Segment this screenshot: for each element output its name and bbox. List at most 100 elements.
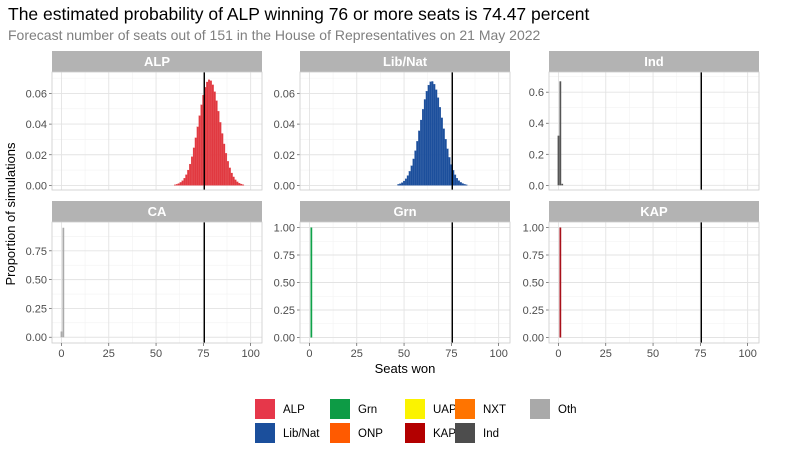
series-bars <box>174 79 245 186</box>
plot-background <box>300 72 510 190</box>
x-tick-label: 25 <box>351 348 363 360</box>
legend-label: NXT <box>483 404 506 416</box>
bar <box>208 79 210 186</box>
bar <box>200 104 203 186</box>
legend: ALP Lib/Nat Grn ONP UAP KAP NXT Ind Oth <box>255 399 577 443</box>
series-bars <box>60 227 65 338</box>
legend-swatch <box>255 423 275 443</box>
bar <box>404 178 407 186</box>
legend-swatch <box>330 399 350 419</box>
y-tick-label: 0.0 <box>529 180 544 192</box>
bar <box>444 139 447 186</box>
bar <box>181 180 184 186</box>
plot-background <box>52 222 262 343</box>
strip-label: ALP <box>144 54 170 69</box>
x-tick-label: 25 <box>600 348 612 360</box>
bar <box>191 156 193 186</box>
y-tick-label: 0.02 <box>26 150 47 162</box>
x-tick-label: 50 <box>398 348 410 360</box>
strip-background <box>52 51 262 72</box>
x-axis-title: Seats won <box>375 361 436 376</box>
x-tick-label: 75 <box>197 348 209 360</box>
x-tick-label: 0 <box>58 348 64 360</box>
bar <box>399 183 402 186</box>
bar <box>431 81 434 186</box>
strip-background <box>300 201 510 222</box>
legend-label: Grn <box>358 404 377 416</box>
legend-label: ONP <box>358 428 383 440</box>
bar <box>465 184 468 186</box>
legend-swatch <box>255 399 275 419</box>
y-tick-label: 0.6 <box>529 87 544 99</box>
bar <box>446 148 449 186</box>
bar <box>60 331 63 338</box>
y-tick-label: 0.25 <box>523 305 544 317</box>
bar <box>418 130 421 186</box>
legend-item-ind: Ind <box>455 423 499 443</box>
bar <box>448 157 451 186</box>
y-tick-label: 0.04 <box>26 119 47 131</box>
bar <box>226 161 229 186</box>
strip-label: Ind <box>644 54 664 69</box>
bar <box>412 158 415 186</box>
legend-item-grn: Grn <box>330 399 377 419</box>
panel-alp: ALP 0.00 0.02 0.04 0.06 <box>26 51 263 192</box>
bar <box>410 165 413 186</box>
y-tick-label: 1.00 <box>523 223 544 235</box>
panel-kap: KAP 0.00 0.25 0.50 0.75 1.00 0 25 50 75 100 <box>523 201 760 360</box>
legend-item-alp: ALP <box>255 399 305 419</box>
bar <box>401 182 404 186</box>
y-tick-label: 0.75 <box>523 250 544 262</box>
bar <box>435 89 438 186</box>
bar <box>179 182 182 186</box>
strip-label: Grn <box>393 204 416 219</box>
bar <box>230 172 233 186</box>
y-tick-label: 0.25 <box>26 303 47 315</box>
bar <box>240 183 243 186</box>
bar <box>437 97 440 186</box>
y-tick-label: 0.75 <box>274 250 295 262</box>
y-tick-label: 0.00 <box>523 333 544 345</box>
legend-label: ALP <box>283 404 305 416</box>
bar <box>310 227 313 338</box>
bar <box>433 84 436 186</box>
bar <box>557 135 560 186</box>
strip-background <box>300 51 510 72</box>
legend-swatch <box>405 423 425 443</box>
bar <box>236 181 239 186</box>
legend-swatch <box>530 399 550 419</box>
panel-border <box>299 221 511 344</box>
bar <box>242 184 245 186</box>
x-tick-label: 75 <box>694 348 706 360</box>
bar <box>194 137 197 186</box>
bar <box>397 184 400 186</box>
panel-ca: CA 0.00 0.25 0.50 0.75 0 25 50 75 100 <box>26 201 263 360</box>
y-tick-label: 0.50 <box>523 278 544 290</box>
y-tick-label: 0.25 <box>274 305 295 317</box>
plot-background <box>549 72 759 190</box>
legend-item-lib-nat: Lib/Nat <box>255 423 320 443</box>
legend-swatch <box>330 423 350 443</box>
legend-item-uap: UAP <box>405 399 457 419</box>
bar <box>420 119 423 186</box>
bar <box>225 153 228 186</box>
bar <box>211 84 214 186</box>
panel-border <box>299 71 511 191</box>
bar <box>183 178 186 186</box>
x-tick-label: 50 <box>150 348 162 360</box>
y-tick-label: 0.00 <box>26 332 47 344</box>
x-tick-label: 50 <box>647 348 659 360</box>
series-bars <box>310 227 313 338</box>
bar <box>429 81 432 186</box>
y-tick-label: 0.06 <box>274 88 295 100</box>
y-tick-label: 0.4 <box>529 118 544 130</box>
strip-background <box>549 51 759 72</box>
bar <box>238 183 241 186</box>
panel-ind: Ind 0.0 0.2 0.4 0.6 <box>529 51 760 192</box>
legend-swatch <box>405 399 425 419</box>
y-tick-label: 0.00 <box>26 180 47 192</box>
y-tick-label: 0.02 <box>274 150 295 162</box>
panel-border <box>548 221 760 344</box>
